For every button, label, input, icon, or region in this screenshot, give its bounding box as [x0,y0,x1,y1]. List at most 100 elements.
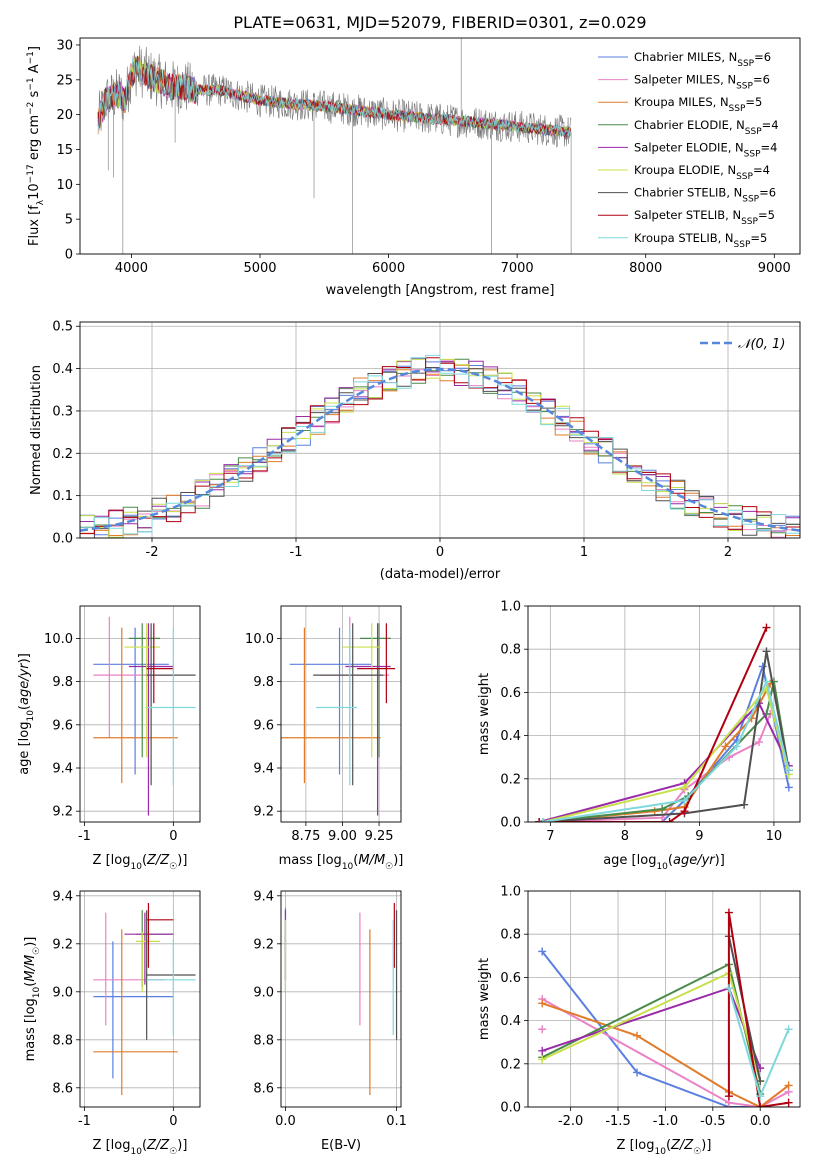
x-tick-label: 0.0 [275,1114,296,1129]
plus-marker [538,1025,547,1034]
panel-massweight-vs-age: 7 8 9 10 0.0 0.2 0.4 0.6 0.8 1.0 mass weight age [l… [477,600,801,872]
residual-histogram [80,354,800,537]
plus-marker [784,1081,793,1090]
axes-frame [280,605,402,823]
x-tick-label: 2 [724,545,732,560]
panel-age-vs-mass: 8.75 9.00 9.25 9.2 9.4 9.6 9.8 10.0 mass [log10(… [245,605,403,872]
plus-marker [538,999,547,1008]
plus-marker [538,947,547,956]
y-tick-label: 10 [56,178,73,193]
y-tick-label: 0.3 [52,404,73,419]
mass-weight-line [541,962,762,1095]
panel-massweight-vs-z: -2.0 -1.5 -1.0 -0.5 0.0 0.0 0.2 0.4 0.6 0.8 1.0 mas… [477,885,801,1157]
plus-marker [784,783,793,792]
y-tick-label: 0.5 [52,320,73,335]
x-tick-label: 0 [169,1114,177,1129]
residual-histogram [80,358,800,538]
plus-marker [762,677,771,686]
axes-frame [79,890,201,1108]
x-axis-label: E(B-V) [321,1138,361,1153]
axes-frame [527,605,801,823]
y-tick-label: 0.0 [500,816,521,831]
mass-weight-line [539,662,790,822]
x-tick-label: -2.0 [558,1114,583,1129]
y-tick-label: 0.2 [500,772,521,787]
plus-marker [538,818,547,822]
y-tick-label: 8.6 [52,1081,73,1096]
plus-marker [724,1092,733,1101]
y-tick-label: 9.8 [253,675,274,690]
y-tick-label: 9.4 [253,889,274,904]
y-tick-label: 9.6 [52,718,73,733]
y-tick-label: 0.6 [500,686,521,701]
x-tick-label: 5000 [243,261,276,276]
x-tick-label: 0 [436,545,444,560]
x-tick-label: 6000 [372,261,405,276]
y-tick-label: 9.2 [52,937,73,952]
y-tick-label: 25 [56,73,73,88]
y-tick-label: 30 [56,38,73,53]
legend-entry: Chabrier STELIB, NSSP=6 [634,186,776,205]
x-tick-label: 9.00 [328,829,357,844]
y-tick-label: 9.0 [52,985,73,1000]
legend-entry: Chabrier MILES, NSSP=6 [634,50,771,69]
plus-marker [658,805,667,814]
figure-title: PLATE=0631, MJD=52079, FIBERID=0301, z=0… [233,13,646,32]
y-axis-label: Flux [fλ10−17 erg cm−2 s−1 A−1] [26,46,46,246]
x-tick-label: 7000 [501,261,534,276]
x-tick-label: 10 [766,829,783,844]
x-axis-label: Z [log10(Z/Z☉)] [93,1138,188,1157]
plus-marker [762,623,771,632]
x-axis-label: Z [log10(Z/Z☉)] [617,1138,712,1157]
x-tick-label: -1 [290,545,303,560]
y-tick-label: 0.4 [52,362,73,377]
panel-residuals: -2 -1 0 1 2 0.0 0.1 0.2 0.3 0.4 0.5 Normed distribu… [29,320,801,582]
x-axis-label: Z [log10(Z/Z☉)] [93,853,188,872]
y-tick-label: 9.2 [52,805,73,820]
axes-frame [527,890,801,1108]
y-tick-label: 0.2 [500,1057,521,1072]
y-axis-label: age [log10(age/yr)] [17,653,36,775]
axes-frame [79,605,201,823]
plus-marker [680,807,689,816]
y-tick-label: 0.4 [500,1014,521,1029]
y-axis-label: mass weight [477,958,492,1040]
y-tick-label: 0.0 [52,532,73,547]
legend-entry: Chabrier ELODIE, NSSP=4 [634,118,779,137]
y-tick-label: 9.0 [253,985,274,1000]
y-tick-label: 9.2 [253,805,274,820]
mass-weight-line [541,998,790,1107]
x-tick-label: 0.0 [750,1114,771,1129]
plus-marker [680,783,689,792]
y-tick-label: 0 [65,248,73,263]
plus-marker [784,766,793,775]
x-axis-label: age [log10(age/yr)] [603,853,725,872]
mass-weight-line [539,627,768,822]
legend: Chabrier MILES, NSSP=6 Salpeter MILES, NS… [598,50,779,250]
gaussian-curve [80,367,800,532]
panel-mass-vs-z: -1 0 8.6 8.8 9.0 9.2 9.4 mass [log10(M/M☉)] Z [l… [23,889,201,1157]
y-axis-label: Normed distribution [29,365,44,495]
y-tick-label: 9.4 [52,762,73,777]
y-tick-label: 1.0 [500,885,521,900]
plus-marker [784,1098,793,1107]
plus-marker [724,984,733,993]
mass-weight-line [539,651,790,822]
y-tick-label: 9.2 [253,937,274,952]
model-spectrum-line [97,58,572,137]
y-axis-label: mass [log10(M/M☉)] [23,937,42,1062]
y-tick-label: 5 [65,213,73,228]
y-tick-label: 0.6 [500,971,521,986]
y-tick-label: 8.8 [52,1033,73,1048]
legend-entry: Kroupa STELIB, NSSP=5 [634,231,767,250]
y-tick-label: 9.4 [52,889,73,904]
mass-weight-line [542,685,790,822]
plus-marker [650,807,659,816]
x-tick-label: -1 [78,829,91,844]
x-tick-label: 8 [621,829,629,844]
plus-marker [756,1092,765,1101]
y-tick-label: 10.0 [44,632,73,647]
plus-marker [538,1055,547,1064]
x-tick-label: 4000 [115,261,148,276]
